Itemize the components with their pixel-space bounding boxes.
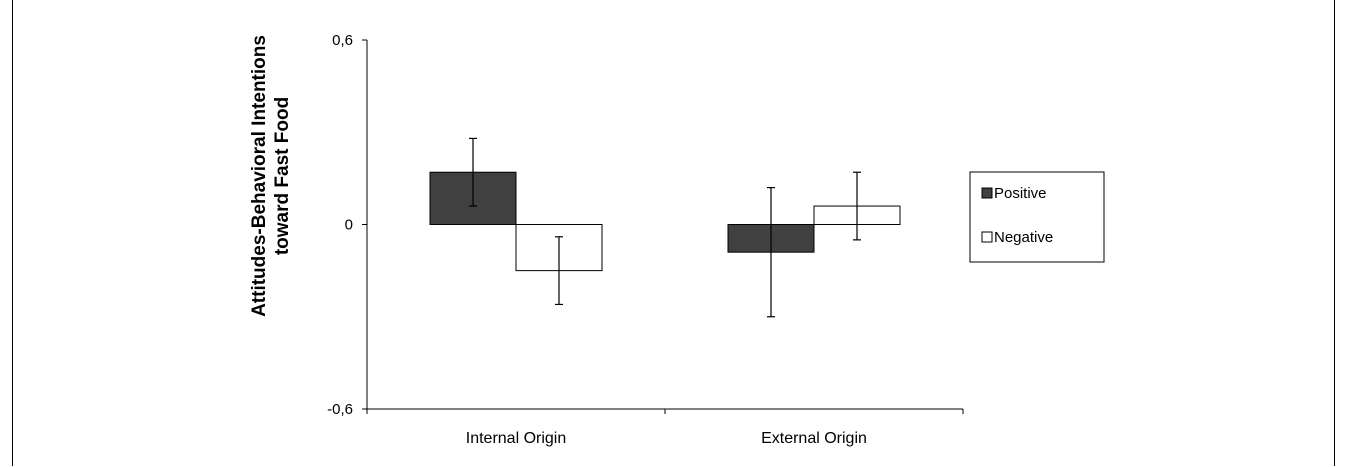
x-category-label: External Origin [761,430,867,447]
legend-box [969,171,1105,263]
y-axis-title-line-2: toward Fast Food [272,97,293,255]
legend-label-positive: Positive [994,185,1047,202]
legend: Positive Negative [969,171,1105,263]
y-axis-title-line-1: Attitudes-Behavioral Intentions [249,35,270,317]
x-category-label: Internal Origin [466,430,567,447]
chart-frame [12,0,1335,466]
bars [429,171,901,272]
y-axis-title: Attitudes-Behavioral Intentions toward F… [249,35,293,317]
error-bars [469,137,861,318]
axis-labels: -0,6 0 0,6 Internal Origin External Origin [327,32,867,447]
y-tick-label: -0,6 [327,401,353,418]
y-tick-label: 0,6 [332,32,353,49]
legend-swatch-positive [981,187,993,199]
legend-swatch-negative [981,231,993,243]
y-tick-label: 0 [345,217,353,234]
axes [362,39,964,414]
legend-label-negative: Negative [994,229,1053,246]
